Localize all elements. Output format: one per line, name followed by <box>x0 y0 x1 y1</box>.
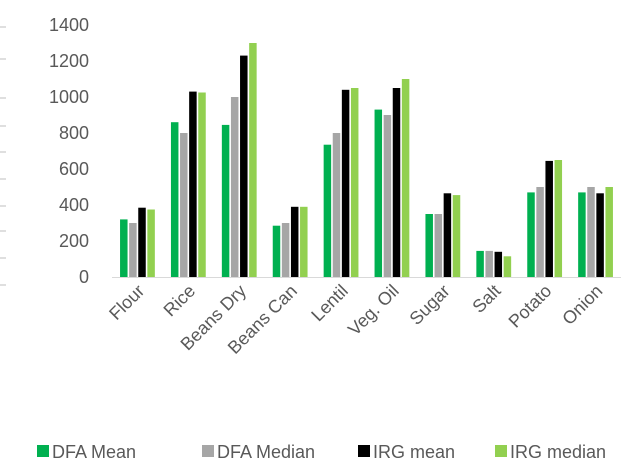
bar-0-0 <box>120 219 128 277</box>
x-tick-label-8: Potato <box>505 281 556 332</box>
bar-1-3 <box>198 92 206 277</box>
y-tick-label-0: 0 <box>79 267 89 287</box>
bar-1-2 <box>189 91 197 277</box>
bar-9-2 <box>596 193 604 277</box>
legend-swatch-2 <box>358 445 370 457</box>
bar-0-1 <box>129 223 137 277</box>
legend-swatch-0 <box>37 445 49 457</box>
bar-7-1 <box>485 250 493 277</box>
bar-6-0 <box>425 214 433 277</box>
bar-4-0 <box>323 144 332 277</box>
y-tick-label-7: 1400 <box>49 15 89 35</box>
legend-label-0: DFA Mean <box>52 442 136 462</box>
bar-5-0 <box>374 109 383 277</box>
y-tick-label-1: 200 <box>59 231 89 251</box>
bar-2-1 <box>230 97 239 277</box>
bar-5-2 <box>392 88 401 277</box>
legend-fragment: n <box>0 442 1 462</box>
y-tick-label-5: 1000 <box>49 87 89 107</box>
bar-5-1 <box>383 115 392 277</box>
bar-0-2 <box>138 207 146 277</box>
legend-swatch-1 <box>202 445 214 457</box>
legend-label-2: IRG mean <box>373 442 455 462</box>
bar-5-3 <box>401 79 410 277</box>
bar-3-0 <box>272 225 281 277</box>
bar-8-0 <box>527 192 535 277</box>
bar-6-3 <box>452 195 461 277</box>
bar-8-2 <box>545 160 553 277</box>
y-tick-label-6: 1200 <box>49 51 89 71</box>
bar-4-3 <box>350 88 359 277</box>
bar-2-3 <box>249 43 257 277</box>
bar-0-3 <box>147 209 155 277</box>
y-tick-label-4: 800 <box>59 123 89 143</box>
bar-2-0 <box>221 124 230 278</box>
bar-9-3 <box>605 187 613 277</box>
bar-3-2 <box>290 206 299 277</box>
x-tick-label-6: Sugar <box>406 281 454 329</box>
bar-2-2 <box>240 55 248 277</box>
bar-6-2 <box>443 193 452 277</box>
bar-6-1 <box>434 214 443 277</box>
bar-1-1 <box>180 133 188 277</box>
bar-9-1 <box>587 187 595 277</box>
legend-label-1: DFA Median <box>217 442 315 462</box>
legend-swatch-3 <box>495 445 507 457</box>
bar-8-1 <box>536 187 544 277</box>
x-tick-label-4: Lentil <box>307 281 352 326</box>
bar-3-1 <box>281 223 290 277</box>
bar-4-1 <box>332 133 341 277</box>
y-tick-label-3: 600 <box>59 159 89 179</box>
bar-9-0 <box>578 192 586 277</box>
x-tick-label-1: Rice <box>160 281 200 321</box>
bar-4-2 <box>341 89 350 277</box>
x-tick-label-9: Onion <box>558 281 606 329</box>
x-tick-label-0: Flour <box>105 281 148 324</box>
legend-label-3: IRG median <box>510 442 606 462</box>
bar-3-3 <box>300 206 308 277</box>
x-tick-label-7: Salt <box>468 281 504 317</box>
bar-1-0 <box>170 122 179 277</box>
bar-7-0 <box>476 250 484 277</box>
x-tick-label-5: Veg. Oil <box>344 281 403 340</box>
y-tick-label-2: 400 <box>59 195 89 215</box>
bar-7-2 <box>494 251 503 277</box>
bar-7-3 <box>503 256 512 277</box>
bar-8-3 <box>554 160 563 277</box>
